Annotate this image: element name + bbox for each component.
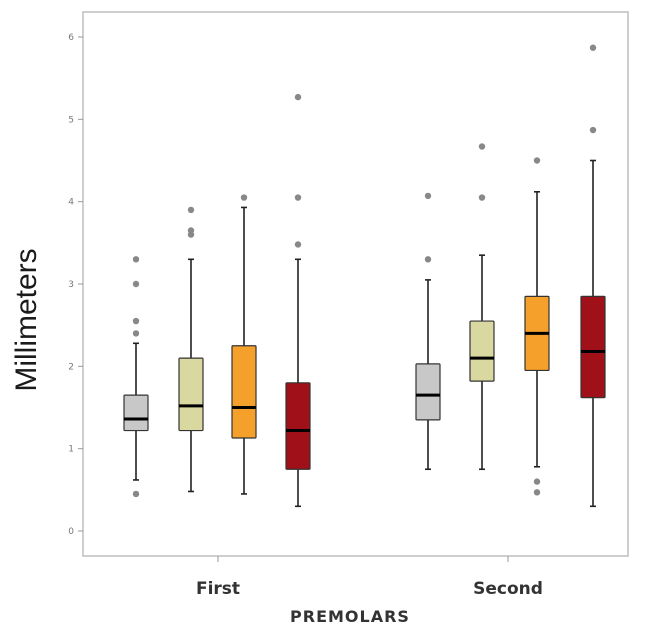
outlier-point [132,490,140,498]
x-axis: First Second [196,556,543,599]
outlier-point [187,206,195,214]
outlier-point [478,143,486,150]
box-2 [178,206,204,493]
outlier-point [589,126,597,134]
iqr-box [415,363,441,421]
y-tick-label: 1 [68,445,74,455]
box-8 [580,44,606,508]
x-axis-title: PREMOLARS [290,607,410,626]
iqr-box [231,345,257,439]
box-5 [415,192,441,471]
box-7 [524,157,550,496]
outlier-point [533,489,541,496]
boxes [123,44,606,508]
outlier-point [294,93,302,101]
y-tick-label: 5 [68,115,74,125]
y-axis: 0 1 2 3 4 5 6 [68,33,83,537]
outlier-point [132,280,140,288]
box-1 [123,256,149,498]
outlier-point [187,227,195,234]
outlier-point [294,241,302,248]
iqr-box [178,357,204,432]
outlier-point [132,256,140,263]
box-4 [285,93,311,508]
outlier-point [424,192,432,200]
iqr-box [469,320,495,382]
box-3 [231,194,257,495]
outlier-point [533,157,541,164]
box-6 [469,143,495,471]
x-tick-label: First [196,579,240,599]
outlier-point [132,317,140,325]
y-tick-label: 4 [68,198,74,208]
iqr-box [123,394,149,432]
y-tick-label: 2 [68,362,74,372]
y-axis-title: Millimeters [10,248,43,391]
y-tick-label: 3 [68,280,74,290]
outlier-point [478,194,486,201]
plot-frame [82,11,629,557]
outlier-point [294,194,302,201]
x-tick-label: Second [473,579,543,599]
iqr-box [285,382,311,470]
outlier-point [589,44,597,51]
outlier-point [533,478,541,485]
outlier-point [132,330,140,337]
outlier-point [240,194,248,201]
y-tick-label: 0 [68,527,74,537]
iqr-box [580,295,606,399]
outlier-point [424,256,432,263]
y-tick-label: 6 [68,33,74,43]
